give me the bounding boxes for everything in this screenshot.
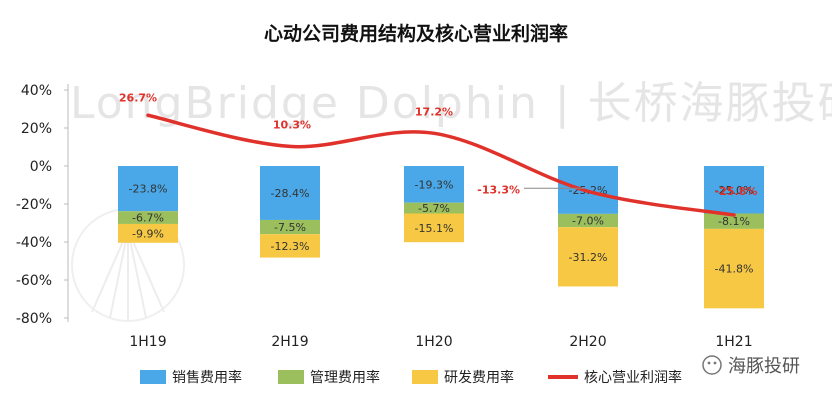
legend-label: 销售费用率 bbox=[172, 369, 242, 386]
bar-data-label: -15.1% bbox=[415, 222, 454, 235]
y-axis: 40% 20% 0% -20% -40% -60% -80% bbox=[16, 83, 69, 327]
bar-segment bbox=[704, 228, 764, 309]
bar-data-label: -12.3% bbox=[271, 240, 310, 253]
bar-data-label: -7.0% bbox=[572, 215, 604, 228]
line-data-label: 17.2% bbox=[415, 105, 453, 118]
bar-segment bbox=[558, 227, 618, 287]
x-tick-label: 2H20 bbox=[569, 334, 606, 350]
bar-segment bbox=[118, 211, 178, 224]
bar-data-label: -19.3% bbox=[415, 178, 454, 191]
bar-segment bbox=[118, 166, 178, 212]
bar-data-label: -41.8% bbox=[715, 263, 754, 276]
bar-segment bbox=[260, 166, 320, 220]
bar-segment bbox=[558, 213, 618, 228]
bar-data-label: -7.5% bbox=[274, 221, 306, 234]
bar-segment bbox=[704, 166, 764, 214]
x-tick-label: 1H21 bbox=[715, 334, 752, 350]
bar-segment bbox=[260, 234, 320, 258]
line-data-label: -13.3% bbox=[477, 183, 520, 196]
legend-swatch bbox=[140, 370, 166, 384]
bar-data-label: -8.1% bbox=[718, 215, 750, 228]
bar-data-label: -9.9% bbox=[132, 227, 164, 240]
bar-segment bbox=[404, 202, 464, 214]
bar-segment bbox=[404, 166, 464, 203]
bar-segment bbox=[704, 213, 764, 229]
wechat-icon-dot2 bbox=[713, 361, 717, 365]
bar-data-label: -5.7% bbox=[418, 202, 450, 215]
y-tick-label: 0% bbox=[30, 159, 52, 175]
x-tick-label: 1H20 bbox=[415, 334, 452, 350]
x-tick-label: 2H19 bbox=[271, 334, 308, 350]
legend-swatch bbox=[278, 370, 304, 384]
y-tick-label: -80% bbox=[16, 311, 52, 327]
watermark: LongBridge Dolphin | 长桥海豚投研 bbox=[70, 78, 832, 322]
legend-label: 核心营业利润率 bbox=[584, 369, 682, 386]
legend: 销售费用率 管理费用率 研发费用率 核心营业利润率 bbox=[140, 369, 682, 386]
bar-segment bbox=[118, 223, 178, 243]
legend-swatch bbox=[412, 370, 438, 384]
bar-data-label: -6.7% bbox=[132, 212, 164, 225]
y-tick-label: -60% bbox=[16, 273, 52, 289]
bar-data-label: -23.8% bbox=[129, 183, 168, 196]
profit-line: 26.7% 10.3% 17.2% -13.3% -25.8% bbox=[119, 91, 758, 217]
wechat-icon bbox=[702, 355, 722, 375]
brand-badge: 海豚投研 bbox=[702, 355, 800, 377]
x-axis: 1H19 2H19 1H20 2H20 1H21 bbox=[129, 334, 752, 350]
watermark-text: LongBridge Dolphin | 长桥海豚投研 bbox=[70, 78, 832, 129]
line-data-label: 26.7% bbox=[119, 91, 157, 104]
legend-label: 研发费用率 bbox=[444, 369, 514, 386]
y-tick-label: -40% bbox=[16, 235, 52, 251]
bar-data-label: -31.2% bbox=[569, 251, 608, 264]
y-tick-label: 40% bbox=[21, 83, 52, 99]
x-tick-label: 1H19 bbox=[129, 334, 166, 350]
brand-text: 海豚投研 bbox=[728, 356, 800, 377]
watermark-logo-rays bbox=[91, 229, 165, 320]
wechat-icon-dot bbox=[707, 361, 711, 365]
legend-label: 管理费用率 bbox=[310, 369, 380, 386]
bar-data-label: -28.4% bbox=[271, 187, 310, 200]
bar-segment bbox=[404, 213, 464, 243]
bar-data-label: -25.0% bbox=[715, 184, 754, 197]
line-data-label: -25.8% bbox=[715, 185, 758, 198]
line-data-label: 10.3% bbox=[273, 118, 311, 131]
bar-segment bbox=[260, 219, 320, 235]
y-tick-label: 20% bbox=[21, 121, 52, 137]
chart-title: 心动公司费用结构及核心营业利润率 bbox=[264, 22, 568, 45]
y-tick-label: -20% bbox=[16, 197, 52, 213]
profit-line-path bbox=[146, 113, 736, 217]
